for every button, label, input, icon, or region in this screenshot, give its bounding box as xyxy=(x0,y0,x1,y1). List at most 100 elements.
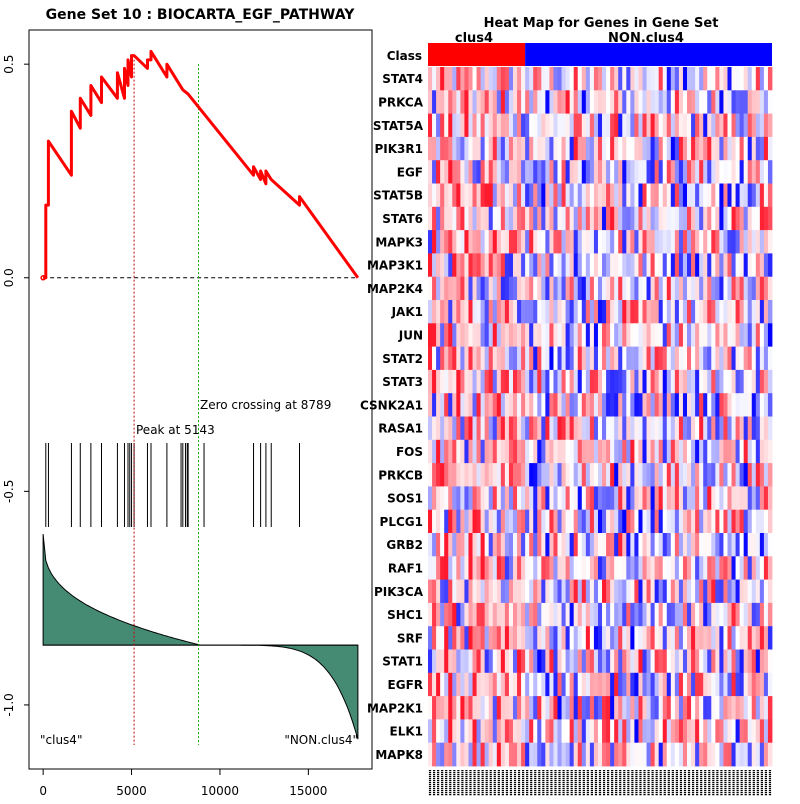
heatmap-cell xyxy=(763,463,769,487)
heatmap-cell xyxy=(565,136,571,161)
heatmap-cell xyxy=(577,509,583,534)
heatmap-cell xyxy=(630,742,635,767)
heatmap-cell xyxy=(593,300,599,324)
heatmap-cell xyxy=(545,90,550,114)
heatmap-cell xyxy=(731,253,736,278)
heatmap-cell xyxy=(472,90,477,114)
heatmap-cell xyxy=(618,323,623,347)
heatmap-cell xyxy=(553,323,558,347)
heatmap-cell xyxy=(508,486,514,511)
heatmap-cell xyxy=(541,113,546,138)
heatmap-cell xyxy=(440,276,445,301)
heatmap-cell xyxy=(606,369,611,394)
heatmap-cell xyxy=(755,323,761,347)
heatmap-cell xyxy=(565,556,571,580)
heatmap-cell xyxy=(614,300,619,324)
heatmap-cell xyxy=(763,742,769,767)
heatmap-cell xyxy=(763,533,769,557)
heatmap-cell xyxy=(476,276,482,301)
heatmap-cell xyxy=(715,439,720,464)
heatmap-cell xyxy=(715,696,720,720)
heatmap-cell xyxy=(654,439,660,464)
heatmap-cell xyxy=(517,160,522,184)
heatmap-cell xyxy=(541,253,546,278)
heatmap-cell xyxy=(747,533,753,557)
heatmap-cell xyxy=(715,742,720,767)
heatmap-cell xyxy=(674,742,680,767)
heatmap-cell xyxy=(428,556,433,580)
heatmap-cell xyxy=(739,486,745,511)
heatmap-cell xyxy=(512,696,518,720)
heatmap-cell xyxy=(597,719,603,744)
heatmap-cell xyxy=(727,649,732,674)
heatmap-cell xyxy=(476,602,482,627)
heatmap-cell xyxy=(747,276,753,301)
heatmap-cell xyxy=(440,486,445,511)
heatmap-cell xyxy=(460,742,465,767)
heatmap-cell xyxy=(650,509,656,534)
gene-row-label: RAF1 xyxy=(388,561,423,575)
heatmap-cell xyxy=(456,696,461,720)
heatmap-cell xyxy=(743,742,749,767)
heatmap-cell xyxy=(581,463,587,487)
heatmap-cell xyxy=(553,276,558,301)
heatmap-cell xyxy=(577,626,583,650)
heatmap-cell xyxy=(642,579,647,604)
heatmap-cell xyxy=(610,696,615,720)
heatmap-cell xyxy=(557,136,562,161)
heatmap-cell xyxy=(622,556,627,580)
heatmap-cell xyxy=(488,113,494,138)
heatmap-cell xyxy=(731,439,736,464)
heatmap-cell xyxy=(662,113,668,138)
heatmap-cell xyxy=(695,602,700,627)
heatmap-cell xyxy=(452,672,457,697)
heatmap-cell xyxy=(597,253,603,278)
heatmap-cell xyxy=(650,579,656,604)
heatmap-cell xyxy=(767,253,773,278)
heatmap-cell xyxy=(480,160,486,184)
heatmap-cell xyxy=(747,230,753,254)
heatmap-cell xyxy=(589,486,595,511)
heatmap-cell xyxy=(751,602,757,627)
heatmap-cell xyxy=(448,346,453,371)
heatmap-cell xyxy=(521,323,526,347)
heatmap-cell xyxy=(662,300,668,324)
heatmap-cell xyxy=(521,346,526,371)
heatmap-cell xyxy=(436,556,441,580)
heatmap-cell xyxy=(650,369,656,394)
heatmap-cell xyxy=(670,439,676,464)
heatmap-cell xyxy=(569,649,575,674)
heatmap-cell xyxy=(691,90,696,114)
heatmap-cell xyxy=(428,183,433,208)
heatmap-cell xyxy=(731,160,736,184)
heatmap-cell xyxy=(610,276,615,301)
heatmap-cell xyxy=(557,509,562,534)
heatmap-cell xyxy=(589,136,595,161)
heatmap-cell xyxy=(541,323,546,347)
heatmap-cell xyxy=(727,113,732,138)
gene-row-label: MAP2K4 xyxy=(367,282,423,296)
heatmap-cell xyxy=(759,346,765,371)
heatmap-cell xyxy=(577,742,583,767)
heatmap-cell xyxy=(472,136,477,161)
heatmap-cell xyxy=(549,136,554,161)
x-tick-label: 15000 xyxy=(289,784,327,798)
heatmap-cell xyxy=(553,533,558,557)
heatmap-cell xyxy=(642,369,647,394)
heatmap-cell xyxy=(541,533,546,557)
heatmap-cell xyxy=(460,509,465,534)
heatmap-cell xyxy=(517,463,522,487)
heatmap-cell xyxy=(569,626,575,650)
heatmap-cell xyxy=(614,579,619,604)
heatmap-cell xyxy=(687,742,692,767)
heatmap-cell xyxy=(719,230,724,254)
heatmap-cell xyxy=(593,393,599,417)
heatmap-cell xyxy=(533,369,538,394)
heatmap-cell xyxy=(492,579,498,604)
heatmap-cell xyxy=(703,602,708,627)
heatmap-cell xyxy=(585,113,591,138)
heatmap-cell xyxy=(557,439,562,464)
heatmap-cell xyxy=(719,696,724,720)
heatmap-cell xyxy=(638,416,643,441)
heatmap-cell xyxy=(428,276,433,301)
